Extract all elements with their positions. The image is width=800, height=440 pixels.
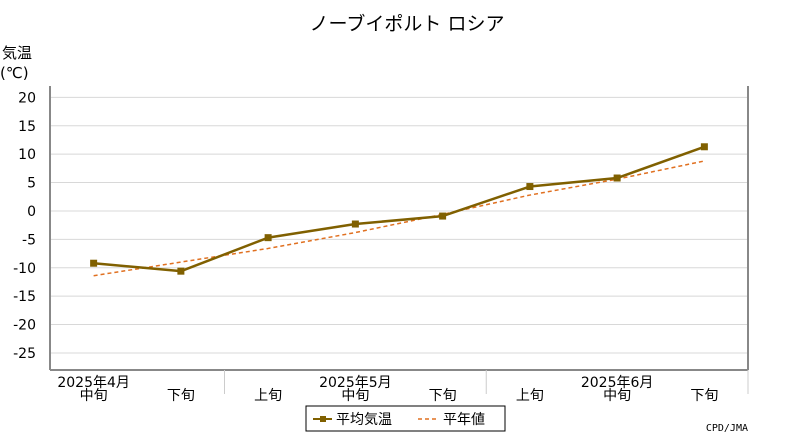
y-axis-label: 気温 [2, 44, 32, 62]
y-tick-label: -10 [13, 261, 36, 277]
data-point [526, 183, 534, 191]
y-tick-label: 0 [27, 204, 36, 220]
y-tick-label: -15 [13, 289, 36, 305]
y-tick-label: -20 [13, 318, 36, 334]
y-tick-label: 5 [27, 176, 36, 192]
y-axis-unit: (℃) [0, 64, 29, 82]
x-tick-labels: 中旬 下旬 上旬 中旬 下旬 上旬 中旬 下旬 2025年4月 2025年5月 2025年6月 [57, 375, 718, 404]
data-point [90, 259, 98, 267]
y-tick-label: 15 [18, 119, 36, 135]
x-month-label: 2025年5月 [319, 375, 392, 391]
series-line-0 [93, 145, 705, 273]
x-tick-label: 中旬 [341, 388, 369, 404]
legend-box [305, 405, 506, 432]
y-tick-labels: 20 15 10 5 0 -5 -10 -15 -20 -25 [13, 90, 36, 362]
y-tick-label: -5 [22, 232, 36, 248]
y-tick-label: -25 [13, 346, 36, 362]
x-month-label: 2025年6月 [581, 375, 654, 391]
legend: 平均気温 平年値 [305, 405, 506, 432]
x-tick-label: 下旬 [690, 388, 718, 404]
data-point [351, 220, 359, 228]
legend-label-series-0: 平均気温 [336, 412, 392, 428]
x-month-label: 2025年4月 [57, 375, 130, 391]
x-tick-label: 中旬 [80, 388, 108, 404]
chart-title: ノーブイポルト ロシア [310, 12, 505, 35]
data-point [613, 174, 621, 182]
x-tick-label: 上旬 [254, 388, 282, 404]
y-tick-label: 10 [18, 147, 36, 163]
data-point [439, 212, 447, 220]
data-point [264, 234, 272, 242]
x-tick-label: 下旬 [167, 388, 195, 404]
x-tick-label: 中旬 [603, 388, 631, 404]
grid-lines [50, 96, 748, 354]
data-point [700, 143, 708, 151]
data-point [177, 267, 185, 275]
x-tick-label: 上旬 [516, 388, 544, 404]
series-line-1 [93, 160, 705, 277]
data-series [90, 143, 708, 277]
x-tick-label: 下旬 [429, 388, 457, 404]
plot-frame [49, 86, 749, 394]
y-tick-label: 20 [18, 90, 36, 106]
credit-text: CPD/JMA [706, 423, 748, 434]
legend-label-series-1: 平年値 [443, 412, 485, 428]
legend-marker-series-0 [320, 416, 326, 422]
